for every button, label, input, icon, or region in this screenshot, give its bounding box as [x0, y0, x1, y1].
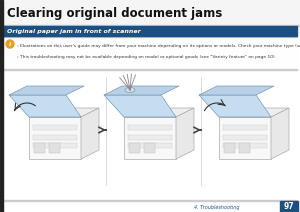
Bar [223, 135, 267, 140]
Polygon shape [104, 86, 179, 95]
Bar [29, 117, 81, 159]
Polygon shape [104, 95, 176, 117]
Circle shape [6, 40, 14, 48]
Bar [0, 0, 3, 212]
Bar [129, 143, 140, 153]
Text: Original paper jam in front of scanner: Original paper jam in front of scanner [7, 28, 141, 33]
Ellipse shape [125, 88, 135, 92]
Bar [3, 25, 300, 26]
Polygon shape [219, 108, 289, 117]
Bar [128, 143, 172, 148]
Polygon shape [199, 86, 274, 95]
Bar [224, 143, 235, 153]
Text: 4. Troubleshooting: 4. Troubleshooting [194, 205, 240, 209]
Text: › This troubleshooting may not be available depending on model or optional goods: › This troubleshooting may not be availa… [17, 55, 276, 59]
Bar [223, 125, 267, 130]
Bar [144, 143, 155, 153]
Bar [239, 143, 250, 153]
Bar [280, 201, 298, 212]
Text: Clearing original document jams: Clearing original document jams [7, 7, 222, 20]
Text: › Illustrations on this user's guide may differ from your machine depending on i: › Illustrations on this user's guide may… [17, 44, 300, 48]
Polygon shape [124, 108, 194, 117]
Polygon shape [81, 108, 99, 159]
Polygon shape [9, 86, 84, 95]
Bar [3, 200, 297, 201]
Polygon shape [9, 95, 81, 117]
Bar [128, 135, 172, 140]
Bar [49, 143, 60, 153]
Polygon shape [176, 108, 194, 159]
Polygon shape [199, 95, 271, 117]
Polygon shape [29, 108, 99, 117]
Polygon shape [271, 108, 289, 159]
Bar [34, 143, 45, 153]
Bar [219, 117, 271, 159]
Bar [33, 143, 77, 148]
Text: 97: 97 [284, 202, 294, 211]
Bar [3, 69, 297, 70]
Bar [124, 117, 176, 159]
Text: i: i [9, 42, 11, 46]
Bar [33, 125, 77, 130]
Bar [223, 143, 267, 148]
Bar [33, 135, 77, 140]
Bar [128, 125, 172, 130]
Bar [3, 37, 297, 69]
Bar [3, 26, 297, 36]
Bar [3, 0, 300, 25]
